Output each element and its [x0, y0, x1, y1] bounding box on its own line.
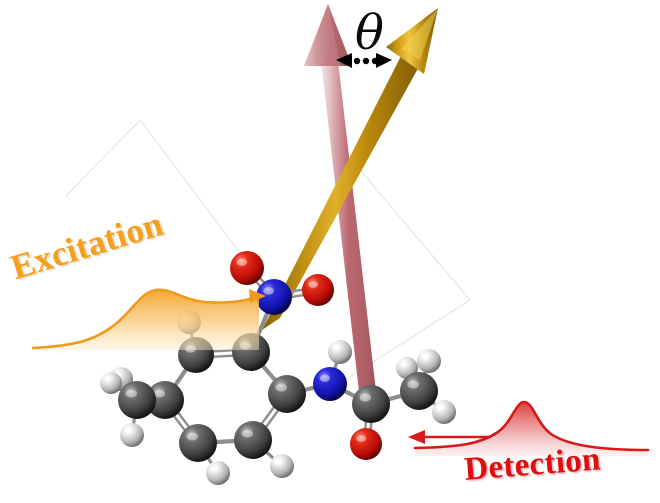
atom-carbon: [234, 421, 272, 459]
atom-hydrogen: [328, 340, 352, 364]
specular-highlight: [407, 380, 419, 389]
atom-carbon: [146, 381, 184, 419]
specular-highlight: [319, 374, 330, 382]
specular-highlight: [236, 258, 247, 266]
atom-oxygen: [230, 251, 264, 285]
red-pulse-arrowhead: [408, 430, 425, 444]
cell-edge-lower: [359, 169, 471, 301]
specular-highlight: [275, 383, 287, 392]
atom-carbon: [118, 381, 156, 419]
specular-highlight: [186, 432, 198, 441]
specular-highlight: [274, 459, 282, 465]
atom-hydrogen: [100, 372, 122, 394]
specular-highlight: [308, 281, 319, 288]
orange-gaussian-pulse: [31, 288, 266, 350]
atom-carbon: [400, 372, 438, 410]
specular-highlight: [356, 435, 367, 442]
atom-hydrogen: [270, 454, 294, 478]
atom-hydrogen: [206, 461, 230, 485]
atom-layer: [100, 251, 456, 485]
atom-nitrogen: [313, 367, 347, 401]
molecule-ball-and-stick: [100, 251, 456, 485]
specular-highlight: [400, 361, 408, 367]
orange-pulse-arrowhead: [249, 289, 266, 303]
atom-hydrogen: [432, 400, 456, 424]
atom-hydrogen: [417, 349, 441, 373]
red-gaussian-pulse: [408, 400, 650, 456]
atom-nitrogen: [256, 279, 292, 315]
gold-transition-dipole-arrow: [262, 8, 438, 330]
specular-highlight: [332, 345, 340, 351]
dotted-double-arrow: [336, 53, 392, 68]
atom-oxygen: [302, 274, 334, 306]
specular-highlight: [263, 287, 274, 295]
atom-carbon: [179, 424, 217, 462]
specular-highlight: [125, 389, 137, 398]
atom-carbon: [268, 375, 306, 413]
rose-transition-dipole-arrow: [304, 4, 377, 400]
specular-highlight: [359, 393, 371, 402]
specular-highlight: [104, 376, 111, 382]
specular-highlight: [421, 354, 429, 360]
specular-highlight: [210, 466, 218, 472]
angle-theta-label: θ: [355, 5, 384, 61]
specular-highlight: [436, 405, 444, 411]
specular-highlight: [124, 428, 132, 434]
atom-hydrogen: [120, 423, 144, 447]
specular-highlight: [241, 429, 253, 438]
cell-edge-left: [65, 119, 141, 197]
atom-carbon: [352, 385, 390, 423]
atom-oxygen: [350, 428, 382, 460]
specular-highlight: [153, 389, 165, 398]
